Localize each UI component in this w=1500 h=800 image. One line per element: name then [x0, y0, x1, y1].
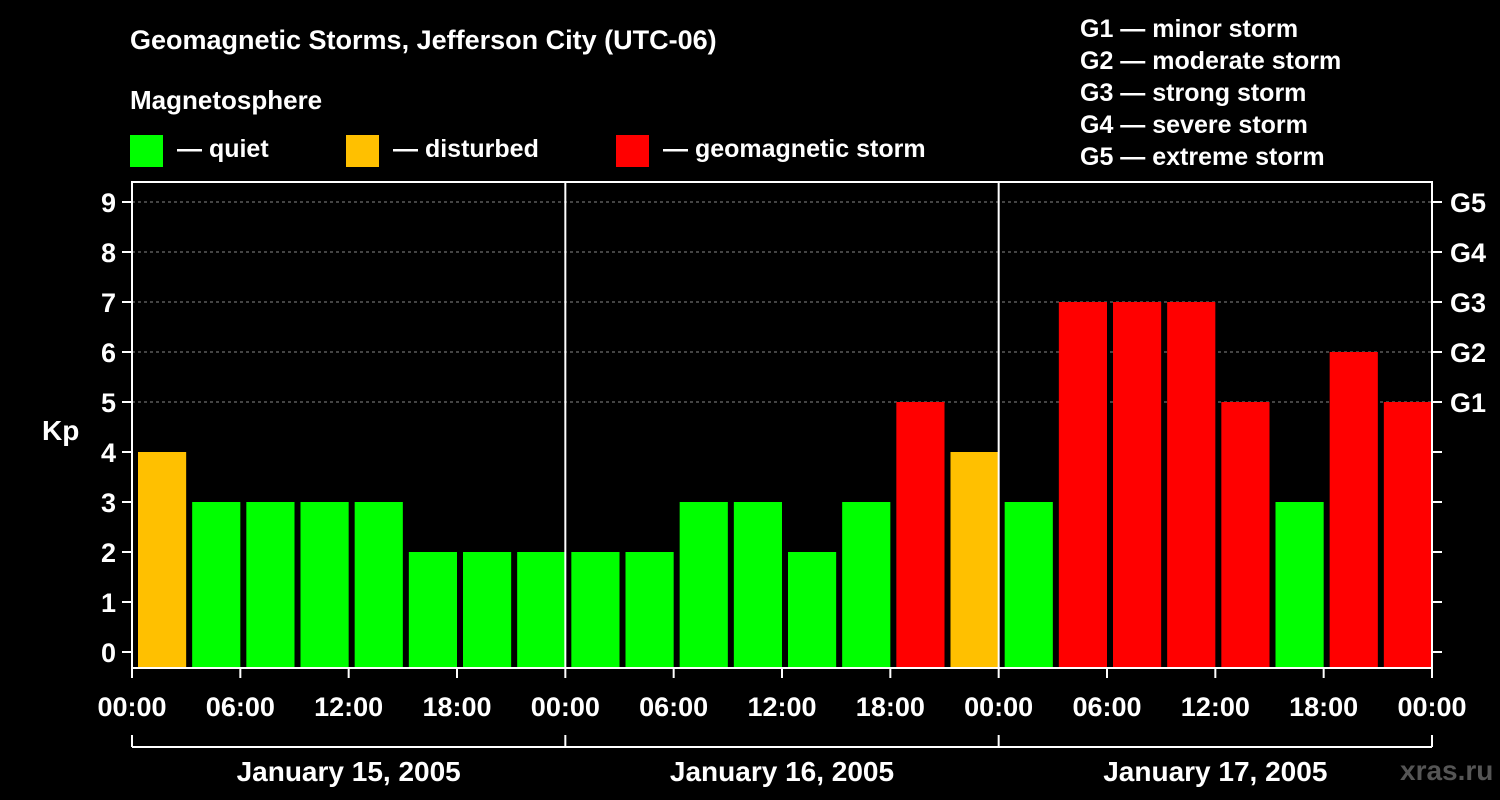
y-tick-label: 6 — [101, 338, 116, 368]
x-tick-label: 06:00 — [1072, 692, 1141, 722]
legend-swatch-disturbed — [346, 135, 379, 167]
legend-label-storm: — geomagnetic storm — [663, 135, 926, 163]
bar — [517, 552, 566, 668]
bar — [138, 452, 187, 668]
y-tick-label: 4 — [101, 438, 116, 468]
bars — [138, 302, 1432, 668]
y-tick-label: 8 — [101, 238, 116, 268]
x-tick-label: 00:00 — [1397, 692, 1466, 722]
x-tick-label: 18:00 — [856, 692, 925, 722]
bar — [300, 502, 349, 668]
y-tick-label: 9 — [101, 188, 116, 218]
grid-lines — [132, 201, 1432, 403]
x-tick-label: 18:00 — [422, 692, 491, 722]
bar — [950, 452, 999, 668]
x-tick-label: 00:00 — [531, 692, 600, 722]
bar — [192, 502, 241, 668]
bar — [788, 552, 837, 668]
g-scale-label: G5 — [1450, 188, 1486, 218]
legend-label-disturbed: — disturbed — [393, 135, 539, 163]
bar — [1383, 402, 1432, 668]
y-axis-label: Kp — [42, 415, 79, 446]
legend-swatch-storm — [616, 135, 649, 167]
watermark: xras.ru — [1400, 755, 1493, 786]
day-label: January 17, 2005 — [1103, 756, 1327, 787]
chart-title: Geomagnetic Storms, Jefferson City (UTC-… — [130, 25, 717, 55]
storm-scale-g2: G2 — moderate storm — [1080, 47, 1341, 75]
bar — [733, 502, 782, 668]
bar — [354, 502, 403, 668]
y-tick-label: 7 — [101, 288, 116, 318]
legend-title: Magnetosphere — [130, 85, 322, 115]
bar — [571, 552, 620, 668]
day-label: January 16, 2005 — [670, 756, 894, 787]
y-tick-label: 0 — [101, 638, 116, 668]
day-label: January 15, 2005 — [237, 756, 461, 787]
x-tick-label: 12:00 — [314, 692, 383, 722]
bar — [842, 502, 891, 668]
storm-scale-g1: G1 — minor storm — [1080, 15, 1298, 43]
y-tick-label: 1 — [101, 588, 116, 618]
x-tick-label: 12:00 — [747, 692, 816, 722]
bar — [896, 402, 945, 668]
x-tick-label: 00:00 — [964, 692, 1033, 722]
bar — [463, 552, 512, 668]
x-tick-label: 00:00 — [97, 692, 166, 722]
bar — [1113, 302, 1162, 668]
y-tick-label: 5 — [101, 388, 116, 418]
bar — [625, 552, 674, 668]
x-tick-label: 18:00 — [1289, 692, 1358, 722]
x-tick-label: 12:00 — [1181, 692, 1250, 722]
y-tick-label: 3 — [101, 488, 116, 518]
g-scale-label: G4 — [1450, 238, 1486, 268]
x-tick-label: 06:00 — [206, 692, 275, 722]
storm-scale-g5: G5 — extreme storm — [1080, 143, 1325, 171]
bar — [1275, 502, 1324, 668]
ticks: 0 1 2 3 4 5 6 7 8 9 G1 G2 G3 G4 G5 00:00 06:00 12:00 18:00… — [97, 188, 1486, 787]
x-tick-label: 06:00 — [639, 692, 708, 722]
bar — [1004, 502, 1053, 668]
g-scale-label: G2 — [1450, 338, 1486, 368]
bar — [246, 502, 295, 668]
storm-scale-g4: G4 — severe storm — [1080, 111, 1308, 139]
legend-swatch-quiet — [130, 135, 163, 167]
bar — [1167, 302, 1216, 668]
g-scale-label: G1 — [1450, 388, 1486, 418]
bar — [1058, 302, 1107, 668]
g-scale-label: G3 — [1450, 288, 1486, 318]
bar — [1329, 352, 1378, 668]
bar — [679, 502, 728, 668]
bar — [408, 552, 457, 668]
storm-scale-g3: G3 — strong storm — [1080, 79, 1306, 107]
legend-label-quiet: — quiet — [177, 135, 269, 163]
y-tick-label: 2 — [101, 538, 116, 568]
bar — [1221, 402, 1270, 668]
